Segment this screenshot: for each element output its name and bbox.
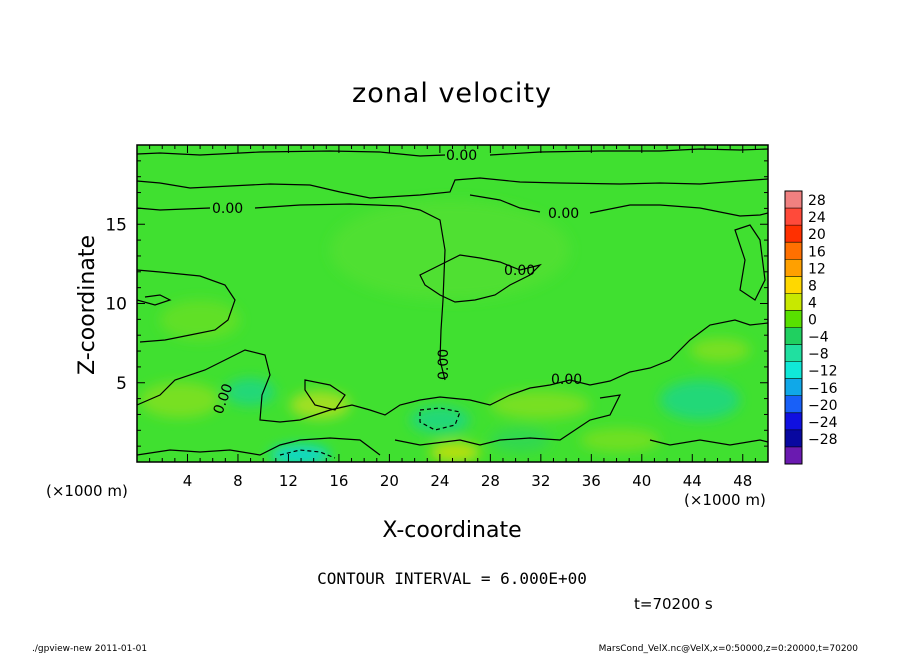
contour-label: 0.00: [436, 349, 452, 380]
colorbar-label: 0: [808, 313, 817, 329]
x-tick-label: 12: [279, 472, 298, 490]
colorbar-segment: [785, 225, 802, 243]
colorbar-label: 12: [808, 261, 826, 277]
colorbar-label: −20: [808, 398, 838, 414]
x-tick-label: 32: [531, 472, 550, 490]
x-tick-label: 44: [683, 472, 702, 490]
colorbar-segment: [785, 395, 802, 414]
contour-line: [419, 254, 542, 303]
colorbar-label: 28: [808, 193, 826, 209]
contour-line: [137, 294, 172, 306]
colorbar-segment: [785, 327, 802, 346]
contour-lines: [137, 148, 768, 459]
x-tick-label: 20: [380, 472, 399, 490]
contour-line: [137, 269, 236, 343]
contour-interval-text: CONTOUR INTERVAL = 6.000E+00: [317, 569, 587, 588]
colorbar-label: 24: [808, 210, 826, 226]
x-tick-label: 48: [733, 472, 752, 490]
contour-line: [137, 319, 768, 423]
contour-line: [137, 203, 446, 381]
field-patch: [430, 442, 480, 462]
colorbar-label: 20: [808, 227, 826, 243]
colorbar-label: 8: [808, 278, 817, 294]
contour-line: [394, 394, 622, 446]
colorbar-label: −28: [808, 432, 838, 448]
x-tick-label: 4: [183, 472, 193, 490]
colorbar-segment: [785, 344, 802, 363]
contour-line: [419, 407, 461, 431]
colorbar-segment: [785, 361, 802, 380]
contour-line: [304, 379, 346, 411]
contour-line: [649, 439, 768, 446]
field-patch: [225, 378, 275, 406]
x-tick-label: 40: [632, 472, 651, 490]
field-patch: [410, 406, 470, 434]
colorbar-segment: [785, 310, 802, 328]
y-tick-labels: 5 10 15: [105, 215, 127, 394]
colorbar-label: −4: [808, 330, 829, 346]
y-axis-label: Z-coordinate: [75, 235, 100, 375]
field-patch: [270, 445, 330, 462]
contour-label-group: 0.00 0.00 0.00 0.00 0.00 0.00 0.00: [211, 148, 582, 416]
contour-label: 0.00: [548, 206, 579, 222]
colorbar-segment: [785, 446, 802, 465]
colorbar-label: 16: [808, 244, 826, 260]
field-patch: [160, 300, 240, 340]
x-tick-label: 8: [233, 472, 243, 490]
x-unit-label: (×1000 m): [684, 491, 766, 509]
colorbar-label: −8: [808, 347, 829, 363]
contour-line: [137, 148, 768, 157]
axis-ticks: [136, 144, 769, 463]
x-tick-label: 36: [582, 472, 601, 490]
y-tick-label: 5: [116, 374, 127, 394]
colorbar-label: −16: [808, 381, 838, 397]
field-patch: [660, 380, 740, 420]
field-patch: [580, 428, 660, 452]
colorbar-segment: [785, 259, 802, 277]
colorbar-segment: [785, 208, 802, 226]
colorbar-label: −12: [808, 364, 838, 380]
contour-label: 0.00: [446, 148, 477, 164]
x-tick-label: 16: [329, 472, 348, 490]
velocity-field: [140, 200, 750, 462]
time-label: t=70200 s: [634, 595, 713, 613]
chart-title: zonal velocity: [352, 78, 552, 109]
colorbar-label: 4: [808, 295, 817, 311]
footer-right: MarsCond_VelX.nc@VelX,x=0:50000,z=0:2000…: [599, 644, 859, 654]
contour-label: 0.00: [212, 201, 243, 217]
contour-line: [279, 449, 336, 459]
contour-label: 0.00: [551, 372, 582, 388]
field-patch: [140, 382, 220, 418]
contour-line: [137, 177, 768, 199]
x-tick-labels: 4 8 12 16 20 24 28 32 36 40 44 48: [183, 472, 753, 490]
field-patch: [490, 428, 550, 452]
colorbar-segment: [785, 293, 802, 311]
footer-left: ./gpview-new 2011-01-01: [32, 644, 147, 654]
y-unit-label: (×1000 m): [46, 482, 128, 500]
contour-line: [734, 224, 766, 301]
y-tick-label: 10: [105, 295, 127, 315]
colorbar-label: −24: [808, 415, 838, 431]
colorbar: [784, 190, 803, 465]
colorbar-segment: [785, 412, 802, 431]
field-patch: [690, 338, 750, 362]
plot-area: 0.00 0.00 0.00 0.00 0.00 0.00 0.00: [137, 145, 768, 462]
field-patch: [490, 391, 590, 419]
y-tick-label: 15: [105, 215, 127, 235]
colorbar-segment: [785, 242, 802, 260]
colorbar-segment: [785, 276, 802, 294]
field-patch: [330, 200, 570, 300]
colorbar-segment: [785, 378, 802, 397]
x-axis-label: X-coordinate: [382, 518, 521, 543]
x-tick-label: 28: [481, 472, 500, 490]
colorbar-segment: [785, 429, 802, 448]
contour-line: [469, 194, 768, 217]
contour-label: 0.00: [504, 263, 535, 279]
x-tick-label: 24: [430, 472, 449, 490]
contour-line: [137, 437, 381, 456]
field-patch: [290, 391, 350, 419]
colorbar-segment: [785, 191, 802, 209]
